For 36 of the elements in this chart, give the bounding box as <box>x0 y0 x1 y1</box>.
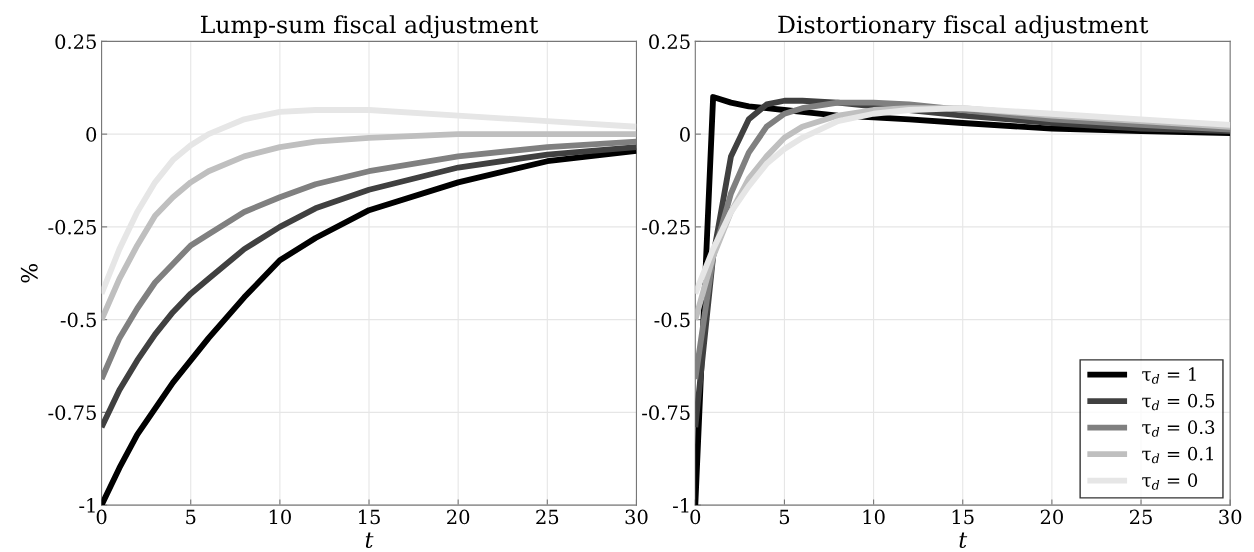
y-tick-label: 0 <box>680 127 690 142</box>
y-tick-label: -0.25 <box>642 219 690 235</box>
y-tick-label: 0 <box>86 127 97 142</box>
x-axis-title: t <box>365 532 374 549</box>
y-tick-label: -0.75 <box>642 405 690 421</box>
y-axis-title: % <box>20 263 38 283</box>
y-tick-label: -1 <box>79 498 95 513</box>
y-tick-label: 0.25 <box>55 34 96 50</box>
y-tick-label: -0.25 <box>48 219 96 235</box>
x-tick-label: 20 <box>1040 509 1063 525</box>
x-tick-label: 25 <box>1129 509 1152 525</box>
x-tick-label: 25 <box>536 509 559 525</box>
x-tick-label: 5 <box>779 509 790 525</box>
x-tick-label: 10 <box>269 509 291 525</box>
x-axis-title: t <box>959 532 968 549</box>
y-tick-label: -0.75 <box>48 405 96 421</box>
chart-title: Distortionary fiscal adjustment <box>778 15 1149 39</box>
y-tick-label: -0.5 <box>654 312 690 328</box>
x-tick-label: 30 <box>625 509 648 525</box>
x-tick-label: 10 <box>863 509 885 525</box>
legend-label: τ$_{d}$ = 1 <box>1142 367 1196 384</box>
x-tick-label: 20 <box>447 509 470 525</box>
y-tick-label: -0.5 <box>60 312 96 328</box>
chart-title: Lump-sum fiscal adjustment <box>200 15 539 39</box>
legend-label: τ$_{d}$ = 0.1 <box>1142 446 1213 464</box>
x-tick-label: 0 <box>690 509 701 525</box>
legend-label: τ$_{d}$ = 0.5 <box>1142 393 1215 411</box>
x-tick-label: 5 <box>186 509 196 525</box>
legend-label: τ$_{d}$ = 0 <box>1142 473 1198 490</box>
y-tick-label: 0.25 <box>649 34 690 50</box>
legend-label: τ$_{d}$ = 0.3 <box>1142 420 1215 437</box>
y-tick-label: -1 <box>673 498 689 513</box>
x-tick-label: 15 <box>952 509 974 525</box>
x-tick-label: 0 <box>96 509 107 525</box>
x-tick-label: 15 <box>359 509 380 525</box>
x-tick-label: 30 <box>1219 509 1242 525</box>
